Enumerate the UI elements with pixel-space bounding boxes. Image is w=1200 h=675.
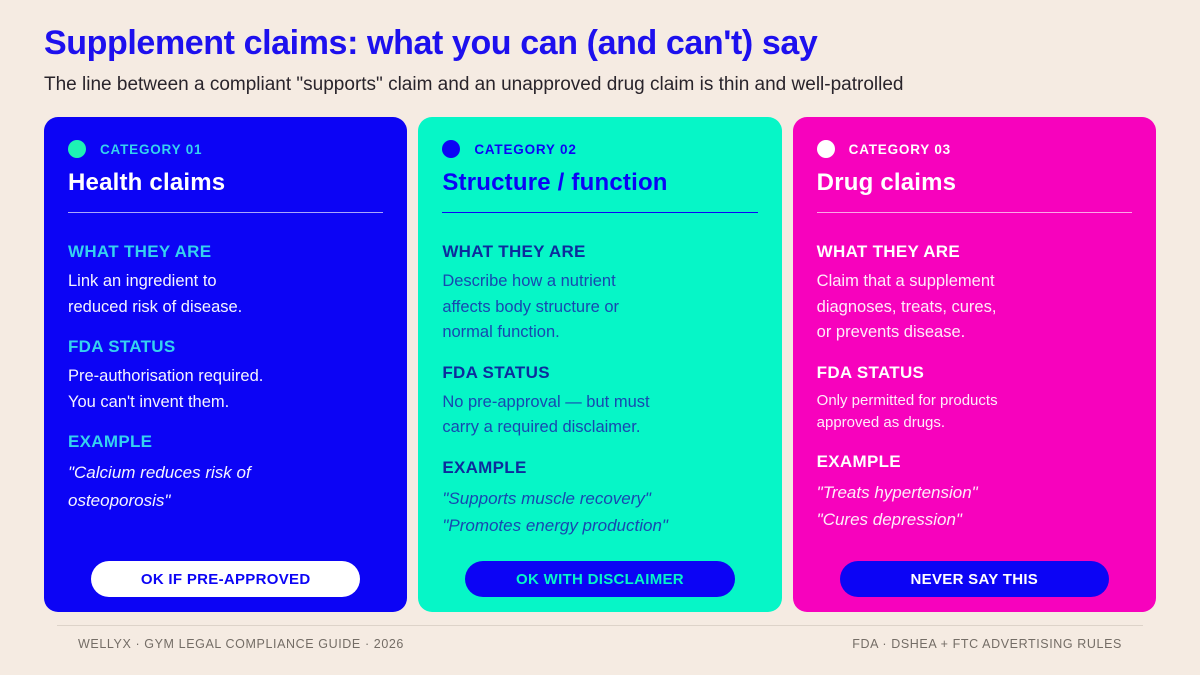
card-title: Health claims bbox=[68, 169, 226, 196]
section-body: Pre-authorisation required. You can't in… bbox=[68, 367, 264, 411]
category-label: CATEGORY 03 bbox=[848, 141, 951, 157]
example-quote: "Calcium reduces risk of osteoporosis" bbox=[68, 463, 251, 510]
section-heading: EXAMPLE bbox=[442, 457, 527, 477]
footer-divider: WELLYX · GYM LEGAL COMPLIANCE GUIDE · 20… bbox=[57, 626, 1143, 651]
section-what-they-are: WHAT THEY ARE Describe how a nutrient af… bbox=[442, 242, 757, 346]
card-structure-function: CATEGORY 02 Structure / function WHAT TH… bbox=[418, 117, 782, 612]
category-dot-icon bbox=[816, 140, 835, 158]
section-heading: EXAMPLE bbox=[816, 451, 901, 471]
card-title: Structure / function bbox=[442, 169, 668, 196]
section-body: Describe how a nutrient affects body str… bbox=[442, 272, 620, 342]
section-body: Only permitted for products approved as … bbox=[816, 391, 998, 432]
cards-row: CATEGORY 01 Health claims WHAT THEY ARE … bbox=[44, 117, 1156, 612]
verdict-button-drug[interactable]: NEVER SAY THIS bbox=[839, 561, 1109, 597]
section-heading: FDA STATUS bbox=[442, 362, 550, 382]
title-underline bbox=[442, 212, 758, 213]
section-what-they-are: WHAT THEY ARE Link an ingredient to redu… bbox=[68, 242, 383, 320]
section-heading: FDA STATUS bbox=[816, 362, 925, 382]
section-heading: EXAMPLE bbox=[68, 432, 153, 452]
category-row: CATEGORY 01 bbox=[68, 140, 383, 158]
footer-right-text: FDA · DSHEA + FTC ADVERTISING RULES bbox=[852, 637, 1122, 651]
section-body: Link an ingredient to reduced risk of di… bbox=[68, 272, 243, 316]
section-example: EXAMPLE "Treats hypertension" "Cures dep… bbox=[817, 452, 1132, 534]
verdict-button-health[interactable]: OK IF PRE-APPROVED bbox=[91, 561, 361, 597]
example-quote: "Treats hypertension" "Cures depression" bbox=[816, 482, 978, 530]
section-heading: WHAT THEY ARE bbox=[816, 242, 961, 261]
page-title: Supplement claims: what you can (and can… bbox=[44, 24, 818, 62]
example-quote: "Supports muscle recovery" "Promotes ene… bbox=[442, 488, 668, 536]
section-heading: WHAT THEY ARE bbox=[68, 242, 212, 261]
title-underline bbox=[816, 212, 1132, 213]
card-drug-claims: CATEGORY 03 Drug claims WHAT THEY ARE Cl… bbox=[792, 117, 1156, 612]
title-underline bbox=[68, 212, 384, 213]
page-header: Supplement claims: what you can (and can… bbox=[0, 0, 1200, 96]
category-label: CATEGORY 01 bbox=[100, 141, 203, 157]
section-fda-status: FDA STATUS No pre-approval — but must ca… bbox=[442, 363, 757, 441]
page-subtitle: The line between a compliant "supports" … bbox=[44, 74, 904, 95]
section-body: No pre-approval — but must carry a requi… bbox=[442, 392, 650, 437]
category-row: CATEGORY 03 bbox=[816, 140, 1132, 158]
section-heading: WHAT THEY ARE bbox=[442, 242, 586, 261]
section-example: EXAMPLE "Supports muscle recovery" "Prom… bbox=[442, 458, 757, 540]
section-heading: FDA STATUS bbox=[68, 337, 176, 357]
section-body: Claim that a supplement diagnoses, treat… bbox=[816, 272, 997, 342]
section-fda-status: FDA STATUS Pre-authorisation required. Y… bbox=[68, 337, 383, 415]
section-what-they-are: WHAT THEY ARE Claim that a supplement di… bbox=[817, 242, 1132, 346]
card-title: Drug claims bbox=[816, 169, 957, 196]
category-row: CATEGORY 02 bbox=[442, 140, 757, 158]
category-dot-icon bbox=[442, 140, 461, 158]
footer-left-text: WELLYX · GYM LEGAL COMPLIANCE GUIDE · 20… bbox=[78, 637, 404, 651]
category-label: CATEGORY 02 bbox=[474, 141, 577, 157]
section-fda-status: FDA STATUS Only permitted for products a… bbox=[817, 363, 1132, 435]
page-footer: WELLYX · GYM LEGAL COMPLIANCE GUIDE · 20… bbox=[57, 625, 1143, 651]
category-dot-icon bbox=[68, 140, 86, 158]
verdict-button-structure-function[interactable]: OK WITH DISCLAIMER bbox=[465, 561, 735, 597]
card-health-claims: CATEGORY 01 Health claims WHAT THEY ARE … bbox=[44, 117, 408, 612]
section-example: EXAMPLE "Calcium reduces risk of osteopo… bbox=[68, 432, 383, 514]
